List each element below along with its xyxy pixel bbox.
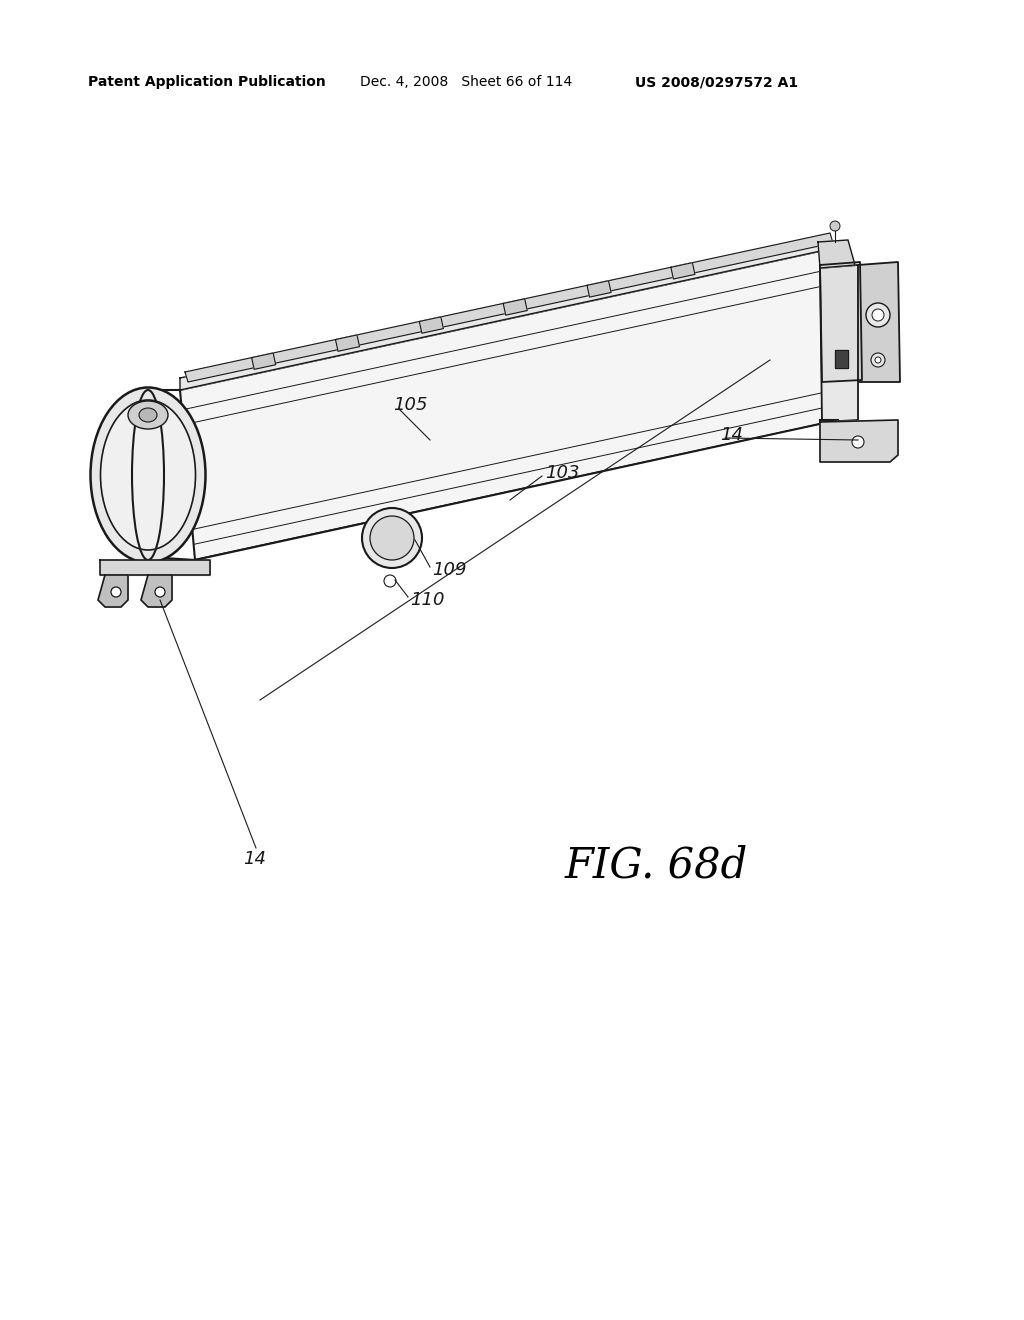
Text: FIG. 68d: FIG. 68d — [565, 843, 749, 886]
Polygon shape — [100, 560, 210, 576]
Polygon shape — [180, 238, 825, 389]
Polygon shape — [671, 263, 695, 279]
Polygon shape — [818, 240, 855, 268]
Polygon shape — [820, 261, 862, 381]
Polygon shape — [252, 352, 275, 370]
Text: Dec. 4, 2008   Sheet 66 of 114: Dec. 4, 2008 Sheet 66 of 114 — [360, 75, 572, 88]
Text: 109: 109 — [432, 561, 467, 579]
Circle shape — [852, 436, 864, 447]
Polygon shape — [820, 265, 858, 422]
Polygon shape — [185, 234, 833, 381]
Ellipse shape — [100, 400, 196, 550]
Text: Patent Application Publication: Patent Application Publication — [88, 75, 326, 88]
Circle shape — [362, 508, 422, 568]
Ellipse shape — [128, 401, 168, 429]
Text: US 2008/0297572 A1: US 2008/0297572 A1 — [635, 75, 798, 88]
Polygon shape — [820, 420, 898, 462]
Circle shape — [370, 516, 414, 560]
Polygon shape — [180, 249, 838, 560]
Polygon shape — [98, 576, 128, 607]
Circle shape — [872, 309, 884, 321]
Polygon shape — [503, 298, 527, 315]
Ellipse shape — [139, 408, 157, 422]
Circle shape — [866, 304, 890, 327]
Text: 105: 105 — [393, 396, 427, 414]
Polygon shape — [587, 281, 611, 297]
Polygon shape — [420, 317, 443, 333]
Text: 103: 103 — [545, 465, 580, 482]
Text: 14: 14 — [244, 850, 266, 869]
Polygon shape — [336, 335, 359, 351]
Text: 110: 110 — [410, 591, 444, 609]
Polygon shape — [141, 576, 172, 607]
Text: 14: 14 — [720, 426, 743, 444]
Polygon shape — [858, 261, 900, 381]
Circle shape — [830, 220, 840, 231]
Ellipse shape — [90, 388, 206, 562]
Circle shape — [111, 587, 121, 597]
Circle shape — [155, 587, 165, 597]
Circle shape — [871, 352, 885, 367]
Circle shape — [874, 356, 881, 363]
Polygon shape — [835, 350, 848, 368]
Circle shape — [384, 576, 396, 587]
